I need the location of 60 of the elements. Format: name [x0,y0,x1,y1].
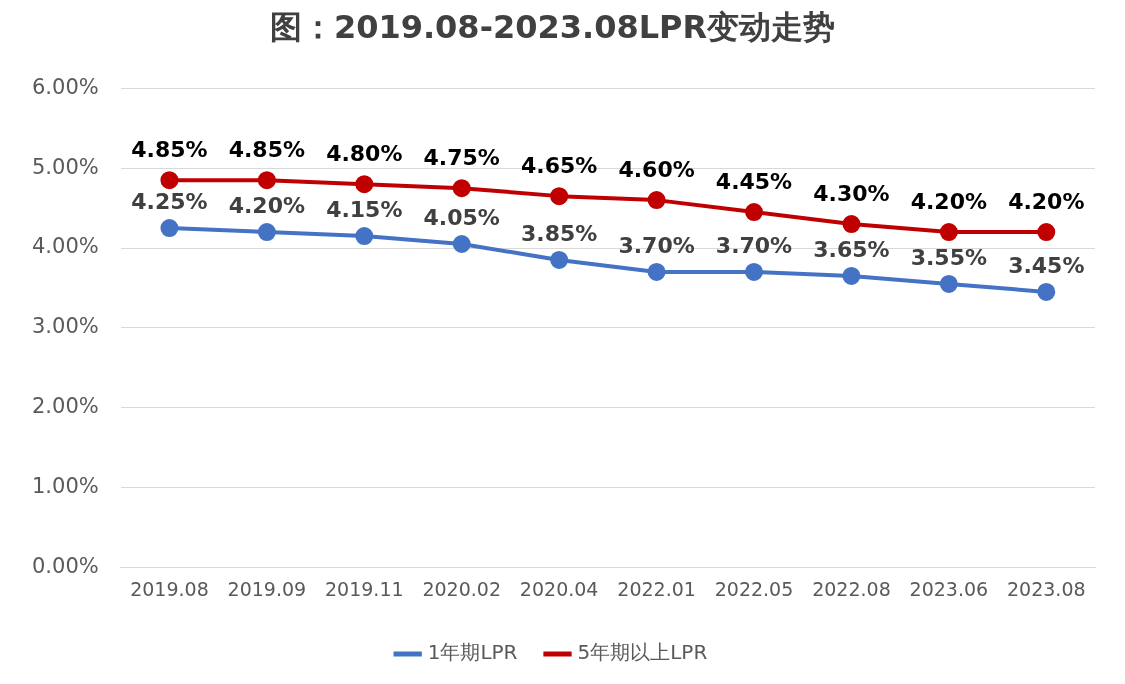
data-label: 4.20% [228,192,306,218]
point [452,235,471,254]
point [160,171,179,190]
point [1037,282,1056,301]
y-tick-label: 3.00% [31,314,99,339]
x-tick-label: 2019.09 [227,577,307,600]
x-tick-label: 2019.11 [324,577,404,600]
y-tick-label: 4.00% [31,234,99,259]
x-tick-label: 2022.08 [812,577,891,600]
y-tick-label: 1.00% [31,473,99,498]
data-label: 4.85% [131,136,208,162]
point [257,171,276,190]
point [355,227,374,246]
point [647,191,666,210]
data-label: 4.80% [326,140,403,166]
data-label: 4.60% [618,156,695,182]
x-tick-label: 2020.04 [519,577,599,600]
data-label: 3.70% [715,232,793,258]
point [452,179,471,198]
x-tick-label: 2023.06 [909,577,989,600]
data-label: 4.25% [131,188,208,214]
x-tick-label: 2019.08 [130,577,209,600]
point [842,266,861,285]
data-label: 3.55% [910,244,988,270]
data-label: 4.05% [423,204,500,230]
point [355,175,374,194]
point [257,223,276,242]
x-tick-label: 2020.02 [422,577,501,600]
x-tick-label: 2022.05 [714,577,794,600]
data-label: 4.65% [520,152,598,178]
point [550,187,569,206]
data-label: 4.85% [228,136,306,162]
data-label: 4.30% [813,180,890,206]
data-label: 4.15% [326,196,403,222]
point [1037,223,1056,242]
point [939,223,958,242]
y-tick-label: 2.00% [31,394,99,419]
data-label: 3.65% [813,236,890,262]
legend-label: 5年期以上LPR [577,640,708,665]
data-label: 4.75% [423,144,500,170]
data-label: 4.20% [1008,188,1085,214]
x-tick-label: 2022.01 [617,577,696,600]
data-label: 3.70% [618,232,695,258]
point [745,262,763,281]
point [160,219,179,238]
point [550,250,569,269]
point [842,215,861,234]
point [939,274,958,293]
data-label: 4.20% [910,188,988,214]
x-tick-label: 2023.08 [1007,577,1086,600]
chart-title: 图：2019.08-2023.08LPR变动走势 [269,7,836,46]
data-label: 3.45% [1008,252,1085,278]
legend-label: 1年期LPR [427,640,518,665]
data-label: 4.45% [715,168,793,194]
y-tick-label: 5.00% [31,154,99,179]
y-tick-label: 6.00% [31,74,99,99]
point [745,203,763,222]
y-tick-label: 0.00% [31,553,99,578]
data-label: 3.85% [520,220,598,246]
point [647,262,666,281]
